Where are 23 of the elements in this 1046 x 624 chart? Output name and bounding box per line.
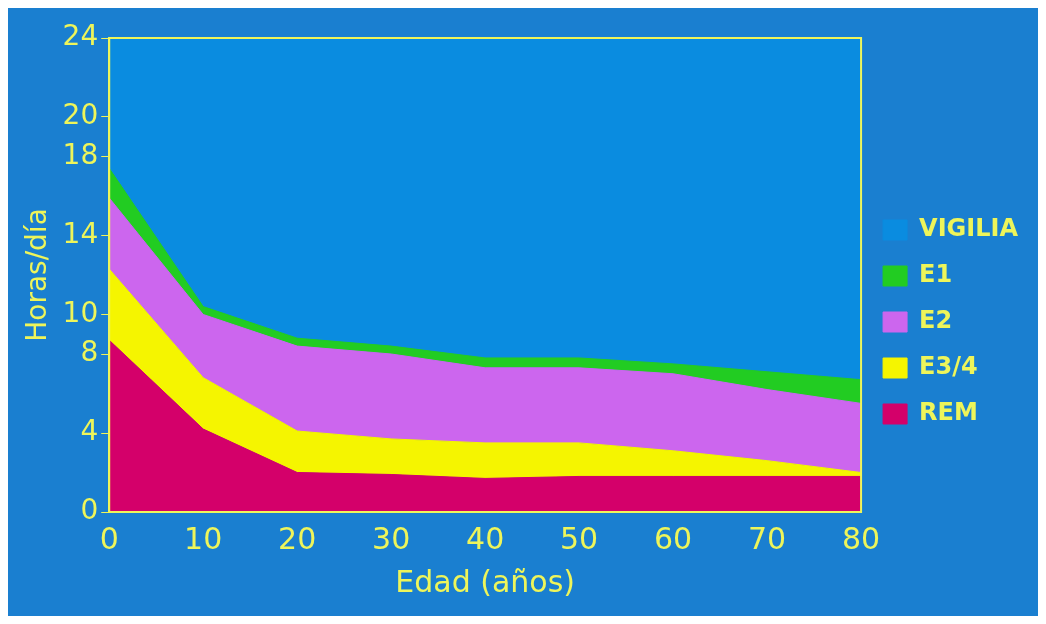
x-tick-label: 40 <box>466 520 505 556</box>
y-tick-label: 4 <box>80 414 99 448</box>
x-tick-label: 70 <box>748 520 787 556</box>
legend-label: VIGILIA <box>919 214 1019 243</box>
y-tick-label: 14 <box>62 216 99 250</box>
y-tick-label: 18 <box>62 137 99 171</box>
x-tick-label: 50 <box>560 520 599 556</box>
y-tick-label: 0 <box>80 493 99 527</box>
legend-label: E3/4 <box>919 352 978 381</box>
y-tick-label: 10 <box>62 295 99 329</box>
x-tick-label: 60 <box>654 520 693 556</box>
legend-label: REM <box>919 398 978 427</box>
x-tick-label: 20 <box>278 520 317 556</box>
y-tick-label: 20 <box>62 98 99 132</box>
x-tick-label: 10 <box>184 520 223 556</box>
legend-label: E2 <box>919 306 953 335</box>
y-tick-label: 24 <box>62 19 99 53</box>
x-axis-title: Edad (años) <box>395 563 576 599</box>
legend-label: E1 <box>919 260 953 289</box>
x-tick-label: 30 <box>372 520 411 556</box>
x-tick-label: 80 <box>841 520 881 556</box>
y-axis-title: Horas/día <box>20 208 54 342</box>
y-tick-label: 8 <box>80 335 99 369</box>
